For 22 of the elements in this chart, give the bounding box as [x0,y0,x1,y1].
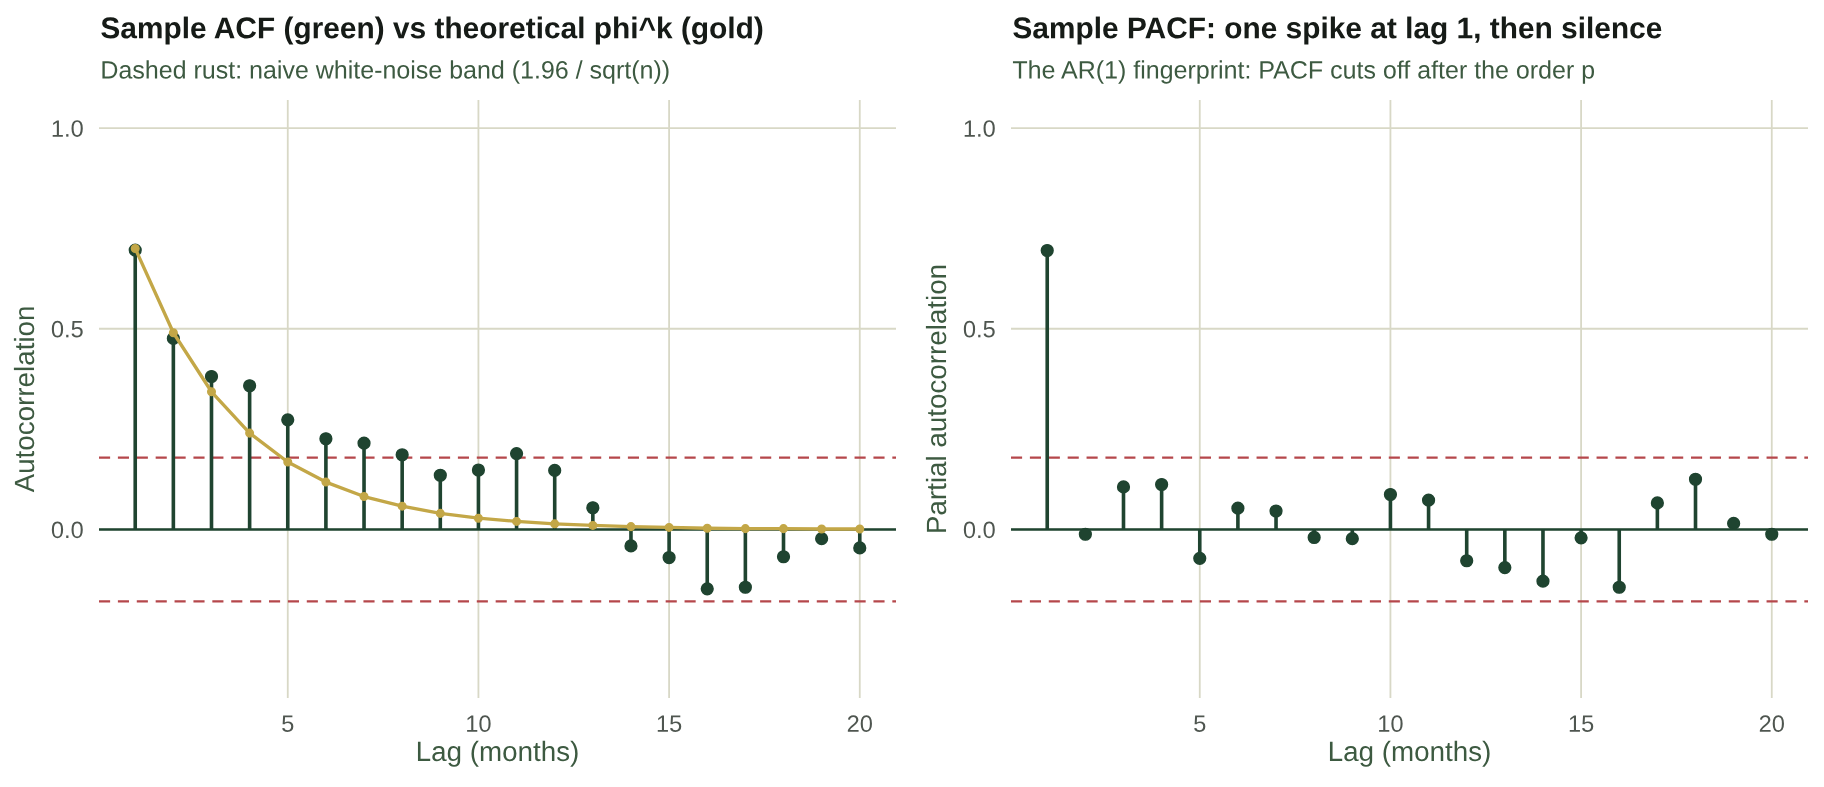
x-tick-label: 10 [467,715,491,733]
y-tick-label: 0.5 [963,320,995,338]
y-tick-label: 1.0 [964,120,995,137]
x-tick-label: 5 [282,715,294,733]
y-axis-title: Partial autocorrelation [925,265,947,532]
x-tick-label: 20 [1759,715,1784,733]
y-axis-title: Autocorrelation [13,307,35,493]
chart-title: Sample PACF: one spike at lag 1, then silence [1013,16,1662,45]
x-tick-label: 15 [657,715,682,733]
x-axis-title: Lag (months) [417,740,578,767]
x-tick-label: 15 [1569,715,1594,733]
x-tick-label: 5 [1194,715,1206,733]
x-tick-label: 10 [1379,715,1403,733]
y-tick-label: 0.0 [51,521,83,539]
chart-title: Sample ACF (green) vs theoretical phi^k (gold) [101,16,763,45]
x-tick-label: 20 [847,715,872,733]
chart-subtitle: The AR(1) fingerprint: PACF cuts off after the order p [1012,60,1595,84]
y-tick-label: 0.5 [51,320,83,338]
x-axis-title: Lag (months) [1329,740,1490,767]
y-tick-label: 1.0 [52,120,83,137]
chart-subtitle: Dashed rust: naive white-noise band (1.96 / sqrt(n)) [102,60,669,84]
y-tick-label: 0.0 [963,521,995,539]
